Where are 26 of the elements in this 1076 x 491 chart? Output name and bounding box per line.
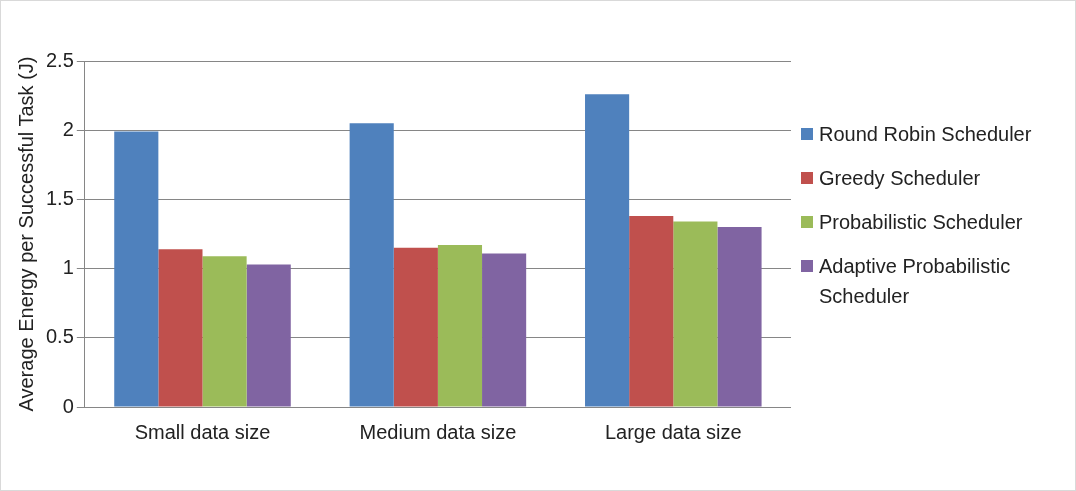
y-tick-label: 1.5 [45, 186, 74, 209]
bar [673, 221, 718, 407]
bar [202, 256, 247, 407]
bar [437, 245, 483, 407]
y-tick-label: 2 [62, 117, 74, 140]
x-tick-label: Medium data size [359, 420, 517, 443]
y-tick-label: 2.5 [45, 48, 74, 71]
y-tick-label: 0 [62, 394, 74, 417]
x-tick-label: Large data size [604, 420, 742, 443]
legend-label: Greedy Scheduler [819, 166, 981, 191]
legend-label: Round Robin Scheduler [819, 122, 1032, 147]
bar [349, 123, 394, 407]
y-axis-title: Average Energy per Successful Task (J) [14, 56, 37, 412]
bar [393, 247, 438, 407]
legend-label: Probabilistic Scheduler [819, 210, 1023, 235]
bar [629, 216, 674, 407]
bar [114, 131, 159, 407]
bar [717, 227, 762, 407]
bar [246, 264, 291, 407]
bar [158, 249, 203, 407]
y-tick-label: 0.5 [45, 325, 74, 348]
y-tick-label: 1 [62, 256, 74, 279]
legend-label: Adaptive Probabilistic Scheduler [819, 254, 1012, 309]
bar [482, 253, 527, 407]
x-tick-label: Small data size [134, 420, 271, 443]
bar [585, 94, 630, 407]
